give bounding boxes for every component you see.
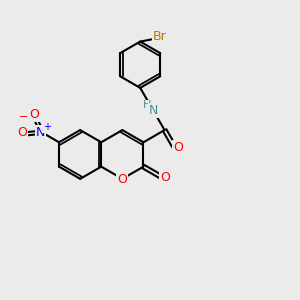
Text: −: − — [19, 112, 28, 122]
Text: N: N — [149, 104, 159, 117]
Text: N: N — [36, 126, 45, 139]
Text: H: H — [143, 100, 151, 110]
Text: O: O — [29, 108, 39, 121]
Text: Br: Br — [153, 30, 166, 43]
Text: O: O — [160, 170, 170, 184]
Text: O: O — [173, 141, 183, 154]
Text: +: + — [43, 122, 51, 132]
Text: O: O — [117, 173, 127, 186]
Text: O: O — [17, 126, 27, 139]
